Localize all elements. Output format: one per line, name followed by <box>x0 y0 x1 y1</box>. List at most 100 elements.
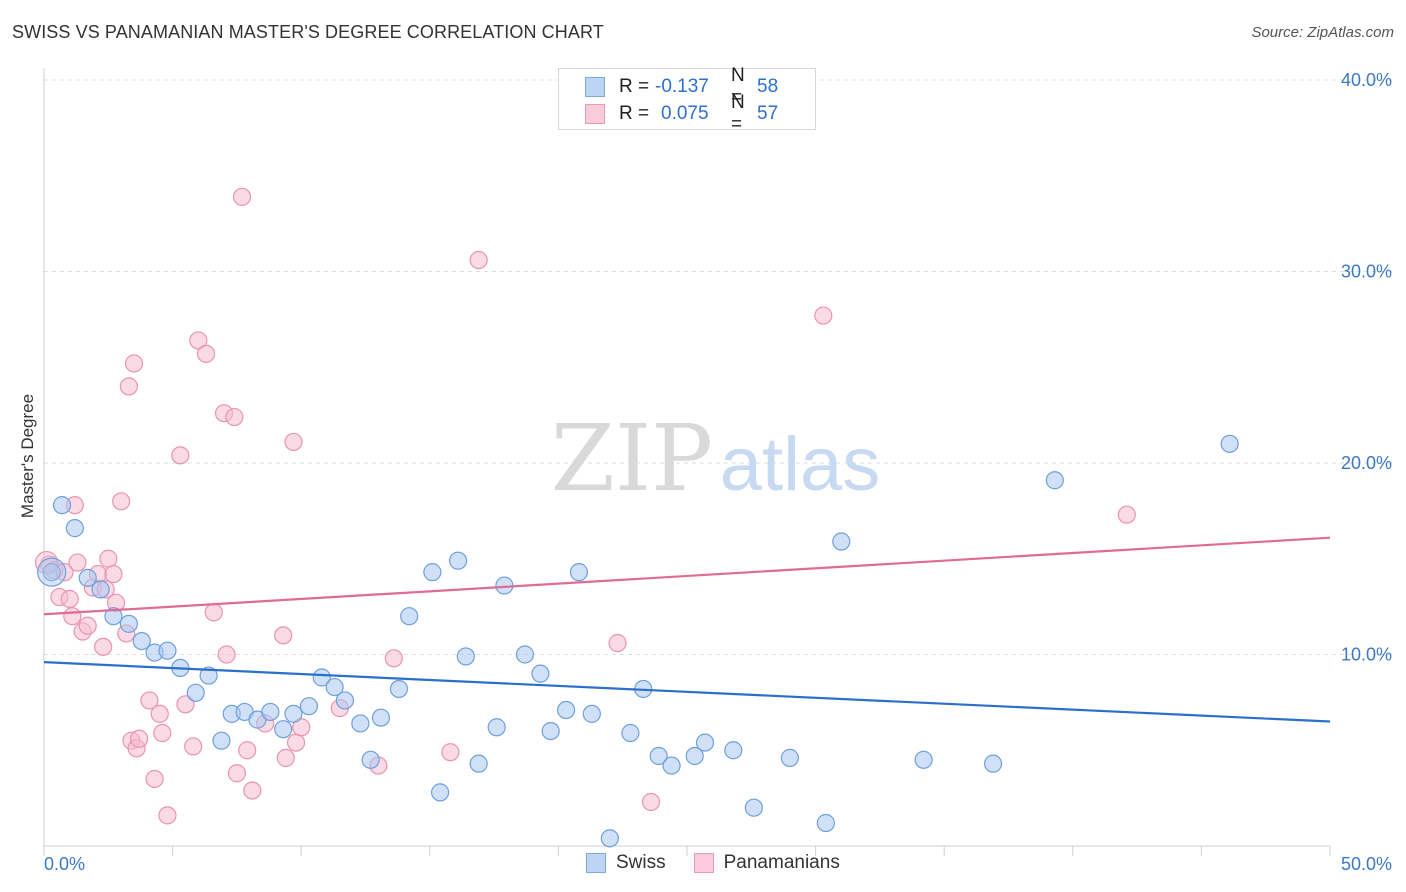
legend-item-panamanians[interactable]: Panamanians <box>693 852 840 874</box>
swiss-point <box>312 668 331 687</box>
n-value: 58 <box>757 76 779 97</box>
swiss-point <box>78 568 97 588</box>
panamanians-point <box>68 553 87 572</box>
swiss-point <box>816 813 835 833</box>
panamanians-point <box>608 633 627 653</box>
n-label: N = <box>731 65 745 108</box>
swiss-point <box>132 631 151 651</box>
swiss-point <box>557 700 576 720</box>
chart-title: SWISS VS PANAMANIAN MASTER'S DEGREE CORR… <box>12 22 604 42</box>
panamanians-point <box>112 492 131 511</box>
panamanians-point <box>469 250 488 270</box>
r-label: R = <box>619 103 650 124</box>
x-tick-label: 50.0% <box>1341 854 1392 874</box>
r-value: -0.137 <box>655 76 709 97</box>
swiss-point <box>212 731 231 750</box>
source-label: Source: ZipAtlas.com <box>1251 24 1394 41</box>
legend-label-swiss: Swiss <box>616 852 666 873</box>
swiss-point <box>274 720 293 739</box>
legend-label-panamanians: Panamanians <box>723 852 840 873</box>
panamanians-point <box>150 704 169 723</box>
y-tick-label: 10.0% <box>1341 645 1392 665</box>
series-legend: Swiss Panamanians <box>586 852 868 874</box>
legend-row-panamanians: R = 0.075 N = 57 <box>585 92 779 135</box>
panamanians-swatch <box>585 104 605 124</box>
panamanians-point <box>641 792 661 812</box>
panamanians-point <box>158 806 177 825</box>
swiss-point <box>430 783 450 802</box>
swiss-point <box>423 563 442 582</box>
swiss-point <box>186 683 205 702</box>
swiss-point <box>284 704 303 723</box>
panamanians-point <box>276 748 295 768</box>
panamanians-swatch <box>693 853 714 873</box>
swiss-point <box>158 641 177 660</box>
panamanians-point <box>232 187 252 206</box>
tick-labels: 10.0% 20.0% 30.0% 40.0% 0.0% 50.0% <box>44 70 1392 874</box>
y-tick-label: 30.0% <box>1341 262 1392 282</box>
axes <box>43 68 1331 856</box>
panamanians-point <box>238 741 257 760</box>
y-tick-label: 40.0% <box>1341 70 1392 90</box>
n-value: 57 <box>757 103 779 124</box>
swiss-point <box>685 746 704 766</box>
swiss-point <box>832 532 851 551</box>
swiss-point <box>37 557 67 587</box>
y-tick-label: 20.0% <box>1341 453 1392 473</box>
swiss-point <box>65 519 84 538</box>
legend-item-swiss[interactable]: Swiss <box>586 852 666 874</box>
swiss-point <box>621 723 640 743</box>
panamanians-trend-line <box>43 536 1331 616</box>
panamanians-point <box>78 616 97 635</box>
swiss-point <box>104 607 123 626</box>
trend-lines <box>43 536 1331 723</box>
panamanians-point <box>119 377 138 396</box>
swiss-point <box>361 750 380 769</box>
panamanians-point <box>130 729 149 748</box>
swiss-point <box>531 664 550 683</box>
swiss-point <box>983 754 1003 773</box>
y-axis-label: Master's Degree <box>18 394 37 518</box>
swiss-point <box>649 746 668 766</box>
swiss-point <box>52 496 72 515</box>
panamanians-point <box>441 743 460 762</box>
panamanians-point <box>225 407 244 427</box>
swiss-point <box>914 750 933 769</box>
swiss-point <box>371 708 391 727</box>
swiss-point <box>541 721 560 741</box>
swiss-point <box>662 756 681 775</box>
swiss-point <box>469 754 488 773</box>
panamanians-point <box>196 344 216 363</box>
swiss-point <box>91 580 110 599</box>
watermark-zip: ZIP <box>551 405 713 512</box>
panamanians-point <box>63 607 82 626</box>
panamanians-point <box>217 645 236 664</box>
panamanians-point <box>284 432 303 452</box>
panamanians-point <box>292 718 311 737</box>
panamanians-point <box>94 637 113 656</box>
legend-row-swiss: R = -0.137 N = 58 <box>585 65 779 108</box>
swiss-point <box>400 607 419 626</box>
gridlines <box>44 79 1392 655</box>
panamanians-point <box>384 649 403 668</box>
swiss-point <box>487 718 506 737</box>
panamanians-point <box>227 764 246 783</box>
panamanians-points <box>34 187 1136 825</box>
panamanians-point <box>243 781 262 800</box>
watermark-atlas: atlas <box>720 422 881 507</box>
swiss-point <box>325 677 344 697</box>
swiss-point <box>724 741 743 760</box>
panamanians-point <box>140 691 159 710</box>
x-tick-label: 0.0% <box>44 854 85 874</box>
panamanians-point <box>1117 505 1136 524</box>
swiss-point <box>119 614 138 633</box>
watermark: ZIP atlas <box>551 405 880 512</box>
panamanians-point <box>60 589 79 609</box>
swiss-point <box>42 563 61 582</box>
swiss-point <box>1220 434 1239 453</box>
panamanians-point <box>184 737 203 756</box>
swiss-point <box>600 829 619 848</box>
n-label: N = <box>731 92 745 135</box>
swiss-point <box>299 697 319 716</box>
